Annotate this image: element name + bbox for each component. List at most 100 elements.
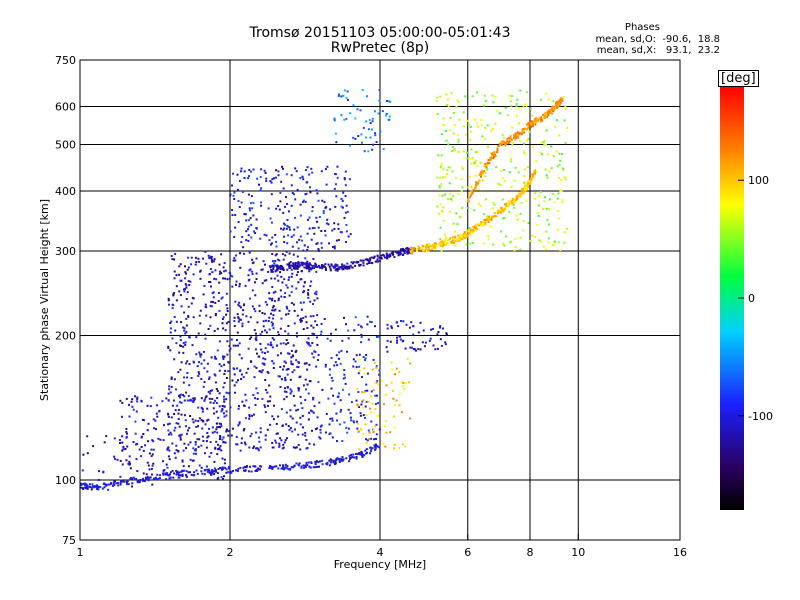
echo-point (369, 452, 372, 455)
echo-point (284, 361, 287, 364)
echo-point (133, 478, 136, 481)
echo-point (295, 287, 298, 290)
echo-point (457, 134, 460, 137)
echo-point (96, 484, 98, 487)
echo-point (276, 432, 279, 435)
echo-point (211, 431, 214, 434)
echo-point (152, 440, 155, 443)
echo-point (373, 255, 376, 258)
echo-point (213, 467, 216, 470)
echo-point (526, 186, 529, 189)
echo-point (273, 309, 276, 312)
echo-point (143, 419, 145, 422)
echo-point (185, 284, 188, 287)
echo-point (444, 244, 447, 246)
echo-point (454, 240, 457, 243)
echo-point (477, 182, 480, 185)
echo-point (300, 319, 303, 322)
echo-point (440, 164, 443, 167)
echo-point (202, 293, 205, 296)
echo-point (260, 371, 263, 374)
echo-point (169, 327, 172, 330)
echo-point (421, 244, 424, 247)
echo-point (184, 419, 187, 422)
echo-point (167, 446, 170, 449)
echo-point (262, 325, 265, 328)
echo-point (334, 328, 337, 331)
echo-point (364, 359, 366, 362)
echo-point (539, 151, 542, 154)
echo-point (188, 426, 191, 429)
echo-point (561, 201, 564, 204)
echo-point (531, 234, 534, 237)
echo-point (216, 453, 219, 456)
echo-point (185, 425, 187, 428)
echo-point (270, 243, 272, 246)
echo-point (312, 326, 315, 329)
echo-point (193, 471, 196, 474)
echo-point (304, 200, 307, 203)
echo-point (513, 206, 516, 209)
echo-point (566, 126, 568, 129)
echo-point (351, 266, 354, 269)
echo-point (258, 355, 261, 358)
echo-point (307, 293, 310, 296)
echo-point (272, 265, 275, 268)
echo-point (324, 365, 327, 368)
echo-point (333, 402, 336, 405)
echo-point (217, 468, 220, 470)
echo-point (247, 234, 250, 237)
echo-point (520, 201, 523, 204)
echo-point (98, 470, 100, 473)
echo-point (175, 388, 177, 391)
echo-point (312, 315, 315, 318)
echo-point (442, 124, 445, 126)
echo-point (185, 447, 187, 450)
echo-point (289, 378, 292, 381)
echo-point (386, 254, 389, 257)
echo-point (268, 297, 271, 300)
echo-point (321, 199, 324, 202)
echo-point (454, 236, 457, 239)
echo-point (465, 243, 468, 246)
echo-point (247, 239, 250, 242)
echo-point (194, 441, 197, 444)
echo-point (533, 170, 536, 173)
echo-point (226, 278, 229, 281)
echo-point (318, 436, 321, 439)
echo-point (308, 173, 311, 176)
echo-point (207, 328, 210, 330)
echo-point (179, 263, 182, 266)
echo-point (179, 434, 182, 437)
echo-point (240, 306, 242, 309)
echo-point (225, 391, 228, 394)
echo-point (445, 139, 448, 142)
echo-point (493, 215, 496, 217)
echo-point (159, 438, 162, 441)
echo-point (341, 459, 344, 462)
echo-point (255, 447, 258, 450)
echo-point (296, 335, 299, 338)
echo-point (458, 118, 461, 121)
echo-point (335, 458, 338, 461)
echo-point (399, 338, 402, 341)
echo-point (373, 428, 375, 431)
echo-point (397, 254, 400, 257)
echo-point (298, 376, 301, 379)
echo-point (313, 299, 316, 302)
echo-point (238, 422, 241, 425)
echo-point (289, 392, 292, 395)
echo-point (544, 116, 547, 119)
echo-point (291, 354, 294, 357)
echo-point (499, 209, 502, 212)
echo-point (448, 182, 451, 185)
echo-point (299, 416, 302, 419)
echo-point (399, 252, 402, 255)
echo-point (484, 162, 487, 165)
echo-point (320, 230, 323, 232)
echo-point (264, 329, 267, 332)
echo-point (194, 263, 197, 266)
echo-point (272, 264, 275, 267)
echo-point (313, 232, 316, 235)
echo-point (335, 354, 338, 357)
